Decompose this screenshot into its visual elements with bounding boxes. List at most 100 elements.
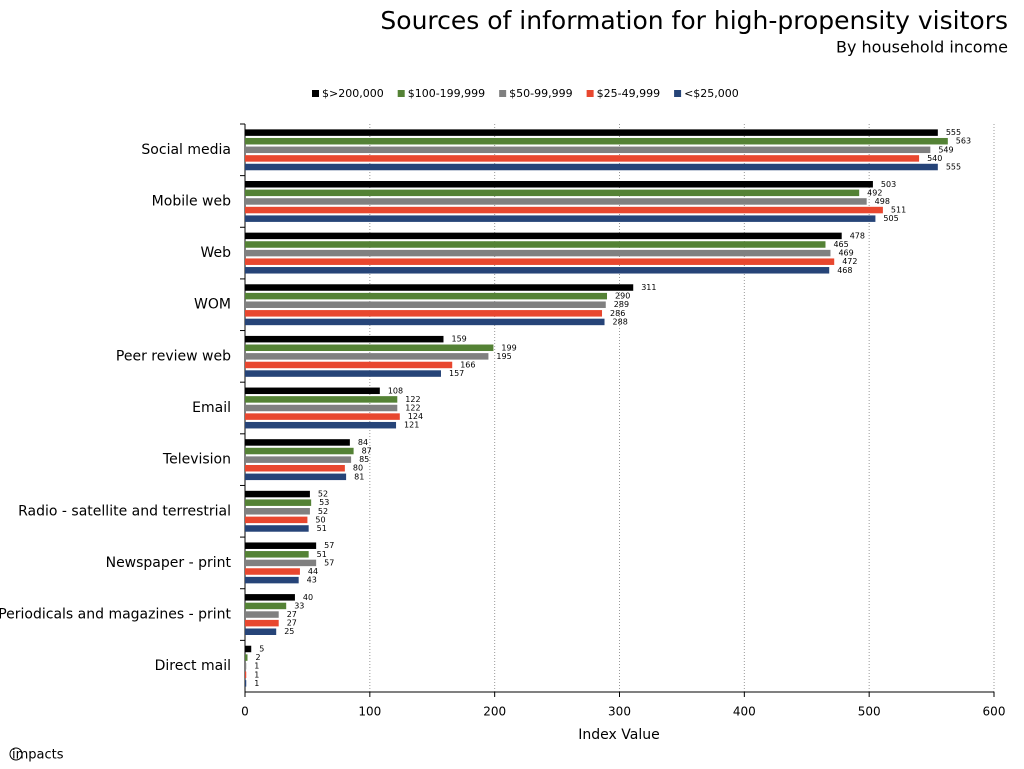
bar bbox=[245, 146, 931, 154]
data-label: 472 bbox=[842, 257, 857, 266]
legend-swatch bbox=[586, 90, 594, 97]
chart-subtitle: By household income bbox=[836, 38, 1008, 57]
bar bbox=[245, 456, 352, 463]
x-tick-label: 600 bbox=[983, 705, 1006, 719]
bar bbox=[245, 421, 397, 429]
bar bbox=[245, 198, 867, 205]
y-tick-label: Social media bbox=[141, 142, 231, 158]
data-label: 498 bbox=[875, 197, 890, 206]
bar bbox=[245, 292, 608, 300]
bar bbox=[245, 594, 295, 601]
bar bbox=[245, 568, 300, 575]
data-label: 503 bbox=[881, 180, 896, 189]
data-label: 52 bbox=[318, 490, 328, 499]
bar bbox=[245, 551, 309, 558]
legend-label: $50-99,999 bbox=[509, 87, 572, 100]
data-label: 2 bbox=[255, 653, 260, 662]
data-label: 195 bbox=[496, 352, 511, 361]
data-label: 469 bbox=[838, 249, 853, 258]
data-label: 57 bbox=[324, 558, 334, 567]
bar bbox=[245, 163, 938, 171]
data-label: 492 bbox=[867, 188, 882, 197]
data-label: 80 bbox=[353, 464, 363, 473]
bar bbox=[245, 439, 350, 446]
bar bbox=[245, 671, 247, 679]
bar bbox=[245, 241, 826, 248]
bar bbox=[245, 464, 345, 472]
data-label: 52 bbox=[318, 507, 328, 516]
bar bbox=[245, 206, 883, 214]
x-tick-label: 500 bbox=[858, 705, 881, 719]
data-label: 51 bbox=[317, 550, 327, 559]
y-tick-label: Mobile web bbox=[152, 193, 231, 209]
y-tick-label: Newspaper - print bbox=[106, 555, 232, 571]
y-tick-label: Email bbox=[192, 400, 231, 416]
x-tick-label: 300 bbox=[608, 705, 631, 719]
data-label: 478 bbox=[850, 231, 865, 240]
data-label: 51 bbox=[317, 524, 327, 533]
data-label: 288 bbox=[613, 317, 628, 326]
legend-label: <$25,000 bbox=[684, 87, 739, 100]
bar bbox=[245, 249, 831, 257]
x-tick-label: 200 bbox=[483, 705, 506, 719]
legend-label: $25-49,999 bbox=[597, 87, 660, 100]
chart-title: Sources of information for high-propensi… bbox=[380, 6, 1008, 35]
bar bbox=[245, 499, 312, 506]
bar bbox=[245, 335, 444, 343]
bar bbox=[245, 129, 938, 136]
bar bbox=[245, 301, 606, 308]
legend-swatch bbox=[312, 90, 319, 97]
bar bbox=[245, 628, 277, 635]
data-label: 505 bbox=[883, 214, 898, 223]
y-tick-label: Direct mail bbox=[155, 658, 231, 674]
data-label: 84 bbox=[358, 438, 368, 447]
data-label: 50 bbox=[315, 515, 325, 524]
data-label: 511 bbox=[891, 206, 906, 215]
data-label: 40 bbox=[303, 593, 313, 602]
y-tick-label: Periodicals and magazines - print bbox=[0, 607, 232, 623]
data-label: 85 bbox=[359, 455, 369, 464]
data-label: 43 bbox=[307, 576, 317, 585]
data-label: 555 bbox=[946, 163, 961, 172]
bar bbox=[245, 490, 310, 498]
data-label: 25 bbox=[284, 627, 294, 636]
bar bbox=[245, 508, 310, 515]
legend-label: $>200,000 bbox=[322, 87, 384, 100]
data-label: 81 bbox=[354, 472, 364, 481]
data-label: 540 bbox=[927, 154, 942, 163]
legend-swatch bbox=[397, 90, 405, 97]
bar bbox=[245, 516, 308, 524]
bar bbox=[245, 680, 247, 687]
bar bbox=[245, 267, 830, 274]
data-label: 27 bbox=[287, 610, 297, 619]
data-label: 166 bbox=[460, 360, 475, 369]
data-label: 122 bbox=[405, 395, 420, 404]
data-label: 468 bbox=[837, 266, 852, 275]
data-label: 33 bbox=[294, 601, 304, 610]
bar bbox=[245, 654, 248, 661]
data-label: 157 bbox=[449, 369, 464, 378]
data-label: 53 bbox=[319, 498, 329, 507]
bar bbox=[245, 310, 603, 317]
data-label: 549 bbox=[938, 145, 953, 154]
bar bbox=[245, 447, 354, 455]
bar bbox=[245, 215, 876, 222]
bar bbox=[245, 189, 860, 197]
data-label: 159 bbox=[451, 335, 466, 344]
data-label: 124 bbox=[408, 412, 423, 421]
bar bbox=[245, 155, 920, 162]
bar bbox=[245, 404, 398, 412]
data-label: 311 bbox=[641, 283, 656, 292]
data-label: 290 bbox=[615, 292, 630, 301]
data-label: 1 bbox=[254, 670, 259, 679]
bar bbox=[245, 344, 494, 352]
bar bbox=[245, 645, 252, 653]
bar bbox=[245, 559, 317, 567]
data-label: 199 bbox=[501, 343, 516, 352]
x-axis-label: Index Value bbox=[578, 727, 659, 743]
bar bbox=[245, 353, 489, 360]
legend-swatch bbox=[674, 90, 682, 97]
x-tick-label: 100 bbox=[358, 705, 381, 719]
bar bbox=[245, 473, 347, 481]
